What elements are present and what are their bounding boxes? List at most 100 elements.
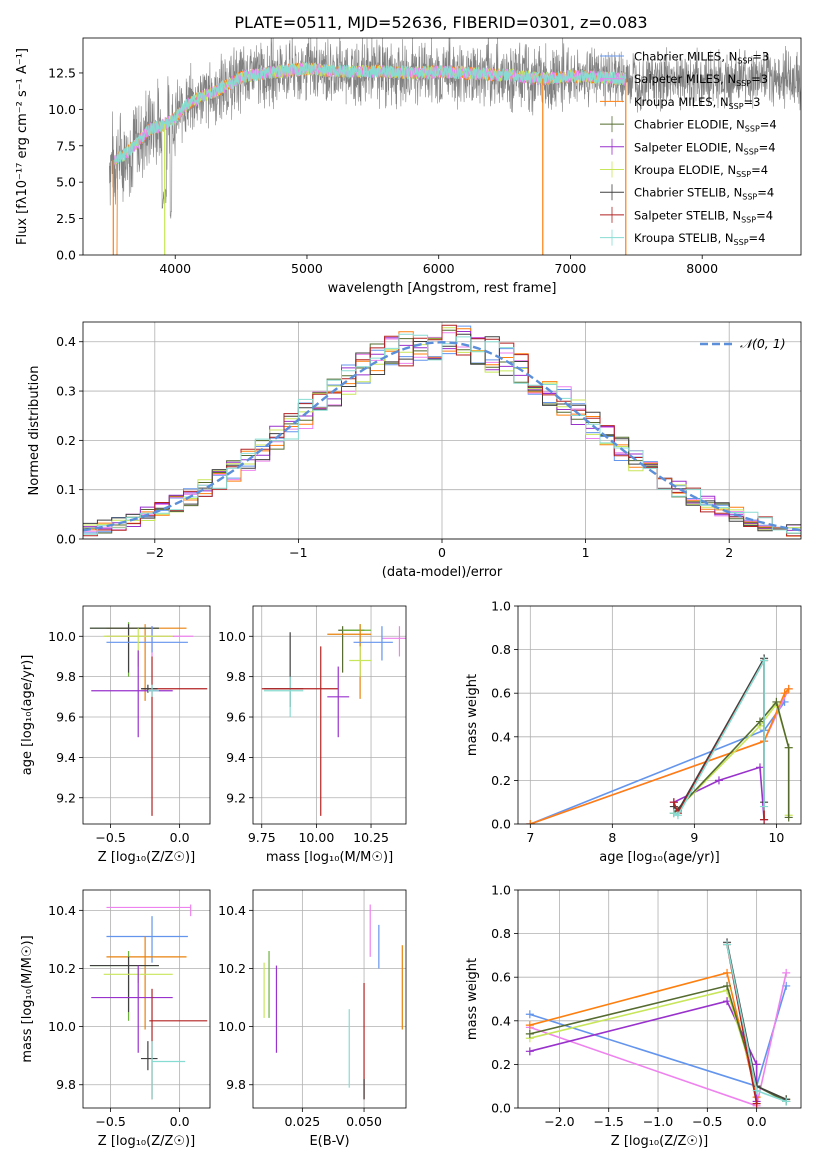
weight-marker-salpeter_elodie: [525, 1047, 534, 1056]
y-axis-label: Normed distribution: [27, 366, 42, 496]
x-axis-label: wavelength [Angstrom, rest frame]: [328, 281, 557, 296]
weight-marker-chabrier_elodie: [784, 813, 793, 822]
weight-marker-chabrier_elodie: [525, 1029, 534, 1038]
y-tick-label: 1.0: [491, 599, 511, 614]
y-tick-label: 0.4: [491, 1013, 511, 1028]
y-tick-label: 0.0: [56, 532, 76, 547]
x-tick-label: 8: [608, 830, 616, 845]
spectrum-model-kroupa_stelib: [114, 61, 627, 165]
y-tick-label: 9.2: [226, 790, 246, 805]
legend-label-gauss: 𝒩(0, 1): [740, 336, 786, 351]
y-tick-label: 7.5: [56, 138, 76, 153]
y-tick-label: 0.0: [491, 1101, 511, 1116]
weight-line-chabrier_elodie: [529, 984, 787, 1103]
legend-label-chabrier_miles: Chabrier MILES, NSSP=3: [634, 50, 769, 66]
x-axis-label: mass [log₁₀(M/M☉)]: [266, 850, 393, 865]
weight-marker-salpeter_stelib: [752, 1099, 761, 1108]
x-tick-label: 7000: [555, 261, 587, 276]
weight-marker-kroupa_miles: [526, 820, 535, 824]
weight-line-kroupa_miles: [530, 688, 790, 824]
x-tick-label: −1: [289, 545, 307, 560]
panel-residuals: −2 −1 0 1 2 0.0 0.1 0.2 0.3 0.4 (data-model)/error…: [27, 321, 802, 580]
weight-marker-chabrier_miles: [525, 1010, 534, 1019]
plot-area-age_vs_Z: [89, 622, 208, 816]
panel-mass_vs_Z: −0.5 0.0 9.8 10.0 10.2 10.4 Z [log₁₀(Z/Z☉)] mas…: [20, 889, 211, 1149]
y-tick-label: 5.0: [56, 175, 76, 190]
x-tick-label: 0: [438, 545, 446, 560]
x-tick-label: 2: [725, 545, 733, 560]
y-tick-label: 0.3: [56, 384, 76, 399]
gaussian-curve: [83, 340, 801, 532]
legend-label-kroupa_stelib: Kroupa STELIB, NSSP=4: [634, 231, 765, 247]
y-tick-label: 10.4: [48, 903, 76, 918]
x-tick-label: 5000: [291, 261, 323, 276]
x-tick-label: −0.5: [95, 830, 125, 845]
panel-mass_vs_ebv: 0.025 0.050 9.8 10.0 10.2 10.4 E(B-V): [218, 889, 407, 1149]
x-tick-label: 9.75: [248, 830, 276, 845]
plot-area-residuals: [83, 324, 801, 537]
y-axis-label: mass [log₁₀(M/M☉)]: [20, 935, 35, 1062]
y-tick-label: 10.0: [218, 629, 246, 644]
panel-weight_vs_age: 7 8 9 10 0.0 0.2 0.4 0.6 0.8 1.0 age [log₁₀(age/yr…: [465, 599, 802, 865]
x-axis-label: (data-model)/error: [382, 565, 503, 580]
y-tick-label: 0.4: [56, 334, 76, 349]
x-tick-label: 0.0: [170, 830, 190, 845]
x-tick-label: 0.050: [346, 1114, 382, 1129]
y-tick-label: 9.6: [226, 710, 246, 725]
x-tick-label: −0.5: [692, 1114, 722, 1129]
x-tick-label: 10.00: [298, 830, 334, 845]
y-tick-label: 0.8: [491, 642, 511, 657]
y-tick-label: 9.4: [226, 750, 246, 765]
x-axis-label: age [log₁₀(age/yr)]: [599, 850, 720, 865]
axes-frame: [252, 889, 407, 1109]
plot-area-mass_vs_ebv: [263, 904, 403, 1100]
axes-frame: [82, 321, 802, 540]
plot-area-age_vs_mass: [261, 624, 406, 816]
axes-frame: [82, 37, 802, 256]
weight-marker-kroupa_stelib: [723, 940, 732, 949]
x-axis-label: Z [log₁₀(Z/Z☉)]: [98, 1134, 195, 1149]
y-tick-label: 0.0: [491, 817, 511, 832]
y-tick-label: 1.0: [491, 883, 511, 898]
weight-marker-kroupa_miles: [525, 1021, 534, 1030]
y-axis-label: Flux [fλ10⁻¹⁷ erg cm⁻² s⁻¹ A⁻¹]: [15, 48, 30, 245]
legend-residuals: 𝒩(0, 1): [700, 336, 786, 351]
y-tick-label: 10.4: [218, 903, 246, 918]
panels: 4000 5000 6000 7000 80000.02.55.07.510.012.5…: [15, 37, 802, 1149]
plot-area-spectrum: [109, 38, 801, 255]
weight-marker-salpeter_elodie: [714, 776, 723, 785]
weight-marker-kroupa_stelib: [782, 1097, 791, 1106]
x-axis-label: Z [log₁₀(Z/Z☉)]: [611, 1134, 708, 1149]
y-tick-label: 0.6: [491, 686, 511, 701]
weight-marker-kroupa_miles: [784, 684, 793, 693]
plot-area-weight_vs_age: [526, 654, 793, 824]
y-tick-label: 12.5: [48, 65, 76, 80]
histogram-kroupa_stelib: [83, 333, 801, 535]
legend-label-salpeter_miles: Salpeter MILES, NSSP=3: [634, 72, 768, 88]
y-tick-label: 0.2: [491, 773, 511, 788]
axes-frame: [252, 605, 407, 825]
axes-frame: [82, 605, 211, 825]
y-axis-label: mass weight: [465, 958, 480, 1040]
y-tick-label: 2.5: [56, 211, 76, 226]
x-tick-label: −1.5: [594, 1114, 624, 1129]
plot-area-weight_vs_Z: [525, 938, 791, 1108]
axes-frame: [82, 889, 211, 1109]
legend-spectrum: Chabrier MILES, NSSP=3 Salpeter MILES, NS…: [600, 50, 777, 247]
legend-label-chabrier_elodie: Chabrier ELODIE, NSSP=4: [634, 118, 777, 134]
x-tick-label: 0.0: [170, 1114, 190, 1129]
weight-marker-kroupa_miles: [780, 689, 789, 698]
axes-frame: [517, 889, 802, 1109]
x-tick-label: 10: [768, 830, 784, 845]
weight-line-kroupa_stelib: [673, 657, 765, 817]
y-tick-label: 10.0: [48, 1019, 76, 1034]
weight-line-salpeter_miles: [530, 688, 790, 824]
x-tick-label: 7: [526, 830, 534, 845]
weight-marker-salpeter_elodie: [752, 1060, 761, 1069]
x-tick-label: −2.0: [544, 1114, 574, 1129]
x-tick-label: 9: [690, 830, 698, 845]
x-tick-label: 10.25: [353, 830, 389, 845]
y-tick-label: 10.2: [218, 961, 246, 976]
panel-spectrum: 4000 5000 6000 7000 8000 0.0 2.5 5.0 7.5 10.0 12.5…: [15, 37, 802, 296]
